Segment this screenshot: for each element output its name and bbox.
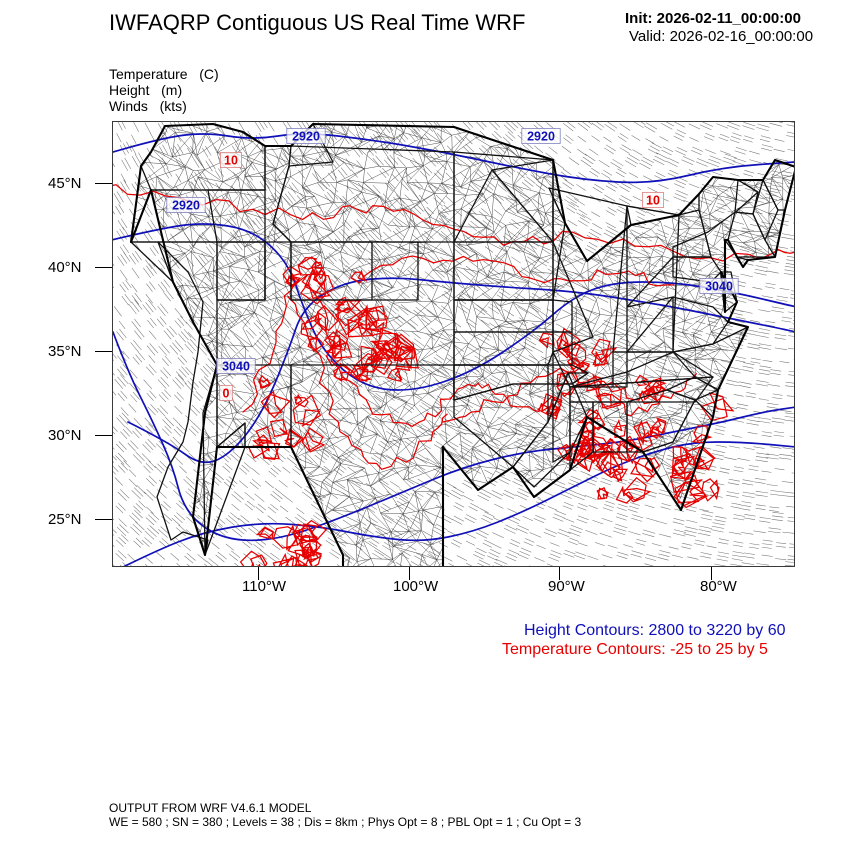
svg-text:0: 0: [223, 387, 230, 401]
svg-text:10: 10: [224, 154, 238, 168]
svg-text:3040: 3040: [705, 280, 733, 294]
svg-text:3040: 3040: [222, 360, 250, 374]
svg-text:2920: 2920: [292, 130, 320, 144]
svg-text:2920: 2920: [172, 199, 200, 213]
svg-text:10: 10: [646, 194, 660, 208]
svg-text:2920: 2920: [527, 130, 555, 144]
